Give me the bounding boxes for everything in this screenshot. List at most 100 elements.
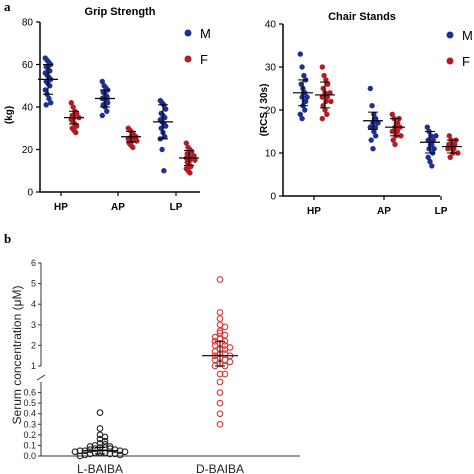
data-point [297,111,303,118]
data-point [74,123,80,129]
x-category-label: L-BAIBA [77,462,123,474]
grip-axes: 0 20 40 60 80 HP AP LP [22,18,200,213]
x-category-label: HP [54,202,68,213]
panel-b-letter: b [4,231,11,246]
data-point [446,133,452,139]
data-point [216,315,224,322]
data-point [159,146,165,153]
data-point [226,358,234,366]
data-point [99,112,106,119]
y-tick-label: 4 [31,299,36,309]
data-point [389,111,395,118]
chair-axes: 0 10 20 30 40 HP AP LP [265,20,448,218]
data-point [324,94,330,100]
data-point [161,168,167,174]
y-tick-label: 3 [31,320,36,330]
legend-marker-m [446,31,454,39]
data-point [42,87,48,93]
data-point [369,103,375,109]
data-point [389,128,395,135]
baiba-marks [71,276,238,460]
data-point [302,107,308,113]
data-point [297,51,303,57]
data-point [130,144,136,151]
data-point [445,146,451,152]
data-point [375,120,381,126]
y-tick-label: 60 [22,60,34,71]
data-point [372,124,378,130]
grip-strength-chart: Grip Strength (kg) 0 20 40 60 80 HP AP LP MF [4,6,211,213]
data-point [192,157,198,163]
data-point [96,409,104,417]
data-point [216,399,224,407]
x-category-label: LP [435,206,448,217]
data-point [73,129,79,136]
data-point [216,309,224,316]
y-tick-label: 2 [31,340,36,350]
data-point [221,323,229,331]
x-category-label: AP [377,206,391,217]
chair-marks [293,51,462,169]
data-point [48,100,54,106]
chair-legend: MF [446,28,473,69]
panel-a-letter: a [4,0,11,14]
data-point [183,140,189,146]
data-point [211,356,219,364]
data-point [323,77,329,83]
data-point [71,448,79,456]
data-point [216,276,224,283]
data-point [96,425,104,432]
data-point [429,163,435,169]
data-point [74,110,80,117]
data-point [221,346,229,353]
legend-label-m: M [462,28,473,43]
data-point [424,124,430,130]
x-category-label: AP [111,202,125,213]
data-point [392,141,398,148]
y-tick-label: 20 [22,145,34,156]
data-point [447,154,453,160]
baiba-chart: Serum concentration (μM) 0.00.10.20.30.4… [10,258,300,474]
y-tick-label: 0 [270,192,276,203]
y-tick-label: 0 [27,188,33,199]
data-point [221,370,229,378]
y-tick-label: 0.2 [23,430,36,440]
data-point [446,141,452,148]
data-point [121,448,129,456]
y-tick-label: 0.4 [23,409,36,419]
data-point [324,111,330,118]
data-point [104,108,110,114]
legend-label-m: M [200,26,211,41]
chair-y-axis-label: (RCS / 30s) [259,84,270,137]
data-point [431,146,437,152]
data-point [76,452,84,460]
data-point [216,378,224,386]
y-tick-label: 30 [265,63,277,74]
grip-marks [38,55,199,176]
y-tick-label: 40 [22,103,34,114]
data-point [370,146,376,152]
y-tick-label: 0.0 [23,451,36,461]
legend-marker-f [184,55,192,63]
data-point [319,64,325,70]
y-tick-label: 0.3 [23,419,36,429]
data-point [163,106,169,112]
data-point [70,104,76,110]
data-point [319,94,325,100]
data-point [368,137,374,143]
y-tick-label: 5 [31,279,36,289]
data-point [299,64,305,70]
data-point [299,115,305,122]
data-point [216,410,224,418]
legend-marker-m [184,29,192,37]
y-tick-label: 20 [265,106,277,117]
legend-label-f: F [462,54,470,69]
data-point [394,128,400,135]
grip-title: Grip Strength [85,6,156,18]
data-point [221,331,229,339]
data-point [216,370,224,378]
data-point [325,81,331,87]
y-tick-label: 10 [265,149,277,160]
data-point [367,85,373,92]
